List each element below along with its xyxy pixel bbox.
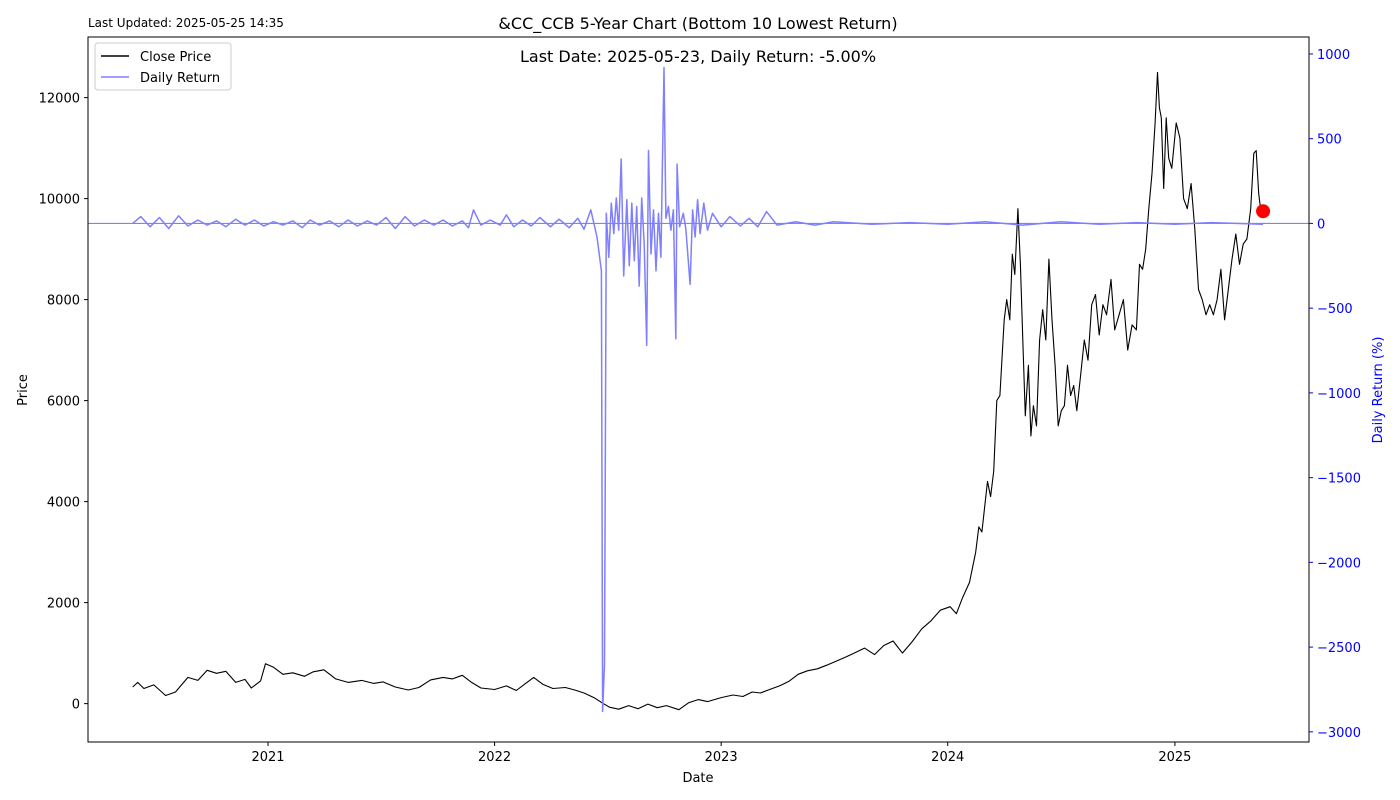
y-tick-label: 12000 <box>39 92 80 107</box>
legend-label-daily-return: Daily Return <box>140 71 220 86</box>
axes <box>87 36 1310 743</box>
y-tick-label: 0 <box>72 698 80 713</box>
y2-tick-label: −1500 <box>1317 472 1361 487</box>
close-price-line <box>132 71 1264 711</box>
last-updated-label: Last Updated: 2025-05-25 14:35 <box>88 16 284 30</box>
daily-return-line <box>132 66 1264 713</box>
y-axis-label: Price <box>16 374 31 406</box>
y2-tick-label: −3000 <box>1317 726 1361 741</box>
legend: Close Price Daily Return <box>94 42 232 91</box>
y-tick-label: 4000 <box>47 496 80 511</box>
x-tick-label: 2022 <box>478 750 511 765</box>
x-tick-label: 2023 <box>705 750 738 765</box>
last-price-marker <box>1256 204 1271 219</box>
y2-tick-label: 500 <box>1317 133 1342 148</box>
y2-tick-label: −500 <box>1317 302 1353 317</box>
x-axis-label: Date <box>682 771 713 786</box>
x-tick-label: 2024 <box>931 750 964 765</box>
ticks: 2021 2022 2023 2024 2025 0 2000 4000 6000 8000 100… <box>39 48 1361 765</box>
y2-tick-label: −2500 <box>1317 641 1361 656</box>
y2-tick-label: 1000 <box>1317 48 1350 63</box>
y2-tick-label: 0 <box>1317 217 1325 232</box>
y-tick-label: 6000 <box>47 395 80 410</box>
plot-frame <box>87 36 1310 743</box>
y2-axis-label: Daily Return (%) <box>1371 337 1386 444</box>
y-tick-label: 10000 <box>39 193 80 208</box>
y2-tick-label: −2000 <box>1317 556 1361 571</box>
x-tick-label: 2025 <box>1158 750 1191 765</box>
y-tick-label: 2000 <box>47 597 80 612</box>
chart-title: &CC_CCB 5-Year Chart (Bottom 10 Lowest R… <box>498 14 897 34</box>
legend-label-close-price: Close Price <box>140 50 211 65</box>
chart-subtitle: Last Date: 2025-05-23, Daily Return: -5.… <box>520 47 876 66</box>
y2-tick-label: −1000 <box>1317 387 1361 402</box>
plot-series <box>88 66 1309 713</box>
legend-box <box>94 42 232 91</box>
x-tick-label: 2021 <box>251 750 284 765</box>
y-tick-label: 8000 <box>47 294 80 309</box>
